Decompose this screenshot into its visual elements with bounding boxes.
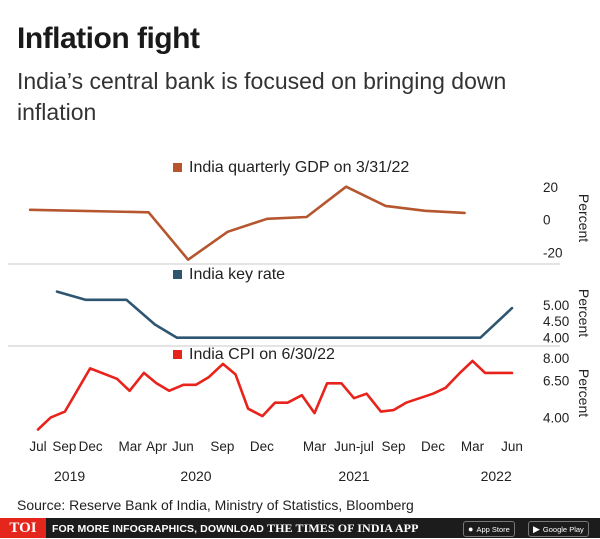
cpi-legend-label: India CPI on 6/30/22 — [189, 346, 335, 363]
x-tick-label: Mar — [461, 439, 485, 454]
cpi-ytick-label: 6.50 — [543, 373, 569, 388]
x-tick-label: Jun — [501, 439, 523, 454]
x-tick-label: Mar — [118, 439, 142, 454]
gdp-legend-label: India quarterly GDP on 3/31/22 — [189, 159, 409, 176]
rate-ytick-label: 5.00 — [543, 298, 569, 313]
x-tick-label: Sep — [52, 439, 76, 454]
cpi-ytick-label: 4.00 — [543, 411, 569, 426]
source-note: Source: Reserve Bank of India, Ministry … — [17, 497, 414, 513]
x-tick-label: Dec — [421, 439, 445, 454]
gdp-ylabel: Percent — [576, 194, 592, 242]
google-play-label: Google Play — [542, 525, 584, 534]
x-tick-label: Mar — [303, 439, 327, 454]
gdp-ytick-label: -20 — [543, 245, 563, 260]
chart-subtitle: India’s central bank is focused on bring… — [17, 68, 507, 125]
rate-legend-swatch — [173, 270, 182, 279]
cpi-ylabel: Percent — [576, 369, 592, 417]
x-tick-label: Jun — [172, 439, 194, 454]
google-play-button[interactable]: ▶ Google Play — [528, 521, 589, 537]
rate-ytick-label: 4.50 — [543, 314, 569, 329]
rate-legend-label: India key rate — [189, 266, 285, 283]
x-tick-label: Apr — [146, 439, 168, 454]
x-year-label: 2020 — [180, 468, 211, 484]
promo-brand: THE TIMES OF INDIA APP — [266, 521, 419, 535]
apple-icon: ● — [468, 524, 474, 534]
toi-logo[interactable]: TOI — [0, 518, 46, 538]
cpi-ytick-label: 8.00 — [543, 351, 569, 366]
x-tick-label: Dec — [250, 439, 274, 454]
cpi-series-line — [36, 359, 514, 431]
rate-ylabel: Percent — [576, 289, 592, 337]
app-store-button[interactable]: ● App Store — [463, 521, 515, 537]
x-year-label: 2019 — [54, 468, 85, 484]
promo-text: FOR MORE INFOGRAPHICS, DOWNLOAD — [52, 523, 264, 535]
chart-title: Inflation fight — [17, 22, 200, 55]
rate-ytick-label: 4.00 — [543, 331, 569, 346]
play-icon: ▶ — [533, 524, 540, 534]
x-tick-label: Jul — [29, 439, 46, 454]
x-tick-label: Dec — [79, 439, 103, 454]
footer-banner[interactable]: TOI FOR MORE INFOGRAPHICS, DOWNLOAD THE … — [0, 518, 600, 538]
gdp-ytick-label: 0 — [543, 213, 551, 228]
footer-promo[interactable]: FOR MORE INFOGRAPHICS, DOWNLOAD THE TIME… — [52, 518, 419, 539]
x-tick-label: Jun-jul — [334, 439, 374, 454]
gdp-legend-swatch — [173, 163, 182, 172]
rate-series-line — [55, 290, 514, 339]
x-year-label: 2022 — [481, 468, 512, 484]
gdp-ytick-label: 20 — [543, 180, 558, 195]
chart-area: India quarterly GDP on 3/31/22 20 0 -20 Perc… — [8, 159, 592, 484]
app-store-label: App Store — [476, 525, 510, 534]
gdp-series-line — [28, 185, 466, 261]
x-year-label: 2021 — [338, 468, 369, 484]
x-tick-label: Sep — [381, 439, 405, 454]
cpi-legend-swatch — [173, 350, 182, 359]
x-tick-label: Sep — [210, 439, 234, 454]
